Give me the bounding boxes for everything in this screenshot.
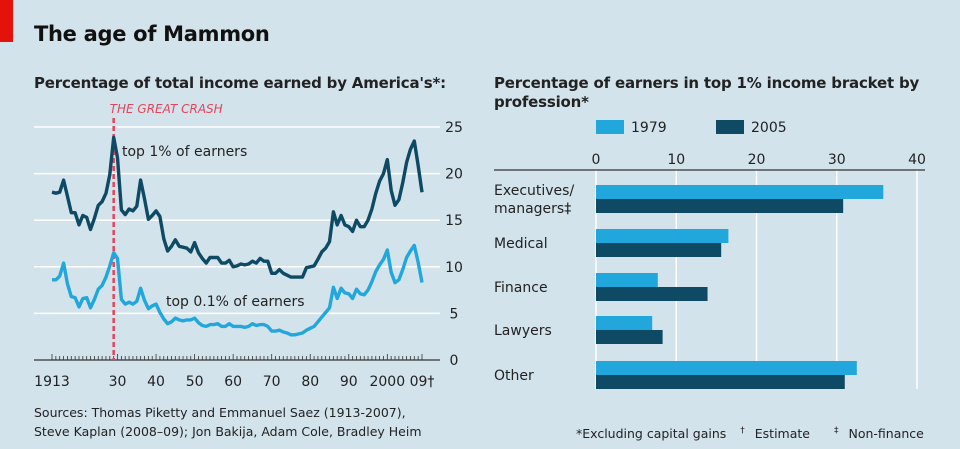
bar-1979-1 <box>596 229 729 243</box>
bar-1979-0 <box>596 185 884 199</box>
double-dagger-mark: ‡ <box>833 426 839 436</box>
x-tick-label: 50 <box>186 374 204 390</box>
category-label: Other <box>494 368 534 384</box>
y-tick-label: 25 <box>445 120 463 136</box>
x-tick-label: 2000 <box>369 374 405 390</box>
x-tick-label: 1913 <box>34 374 70 390</box>
x-tick-label: 40 <box>147 374 165 390</box>
x-tick-label: 10 <box>667 152 685 168</box>
bar-1979-3 <box>596 316 653 330</box>
bar-chart: 1979 2005 0 10 20 30 40 Executives/managers‡ Med… <box>494 120 926 389</box>
footnote-nonfinance: ‡ Non-finance <box>834 426 934 441</box>
bar-2005-2 <box>596 287 708 301</box>
top-1-percent-line <box>51 135 424 279</box>
top-0-1-percent-line <box>52 243 424 337</box>
x-tick-label: 70 <box>263 374 281 390</box>
bar-2005-4 <box>596 375 845 389</box>
category-label-line2: managers‡ <box>494 201 571 217</box>
great-crash-label: THE GREAT CRASH <box>110 102 223 116</box>
legend-swatch-1979 <box>596 120 624 134</box>
x-tick-label: 09† <box>410 374 435 390</box>
sources-line-2: Steve Kaplan (2008–09); Jon Bakija, Adam… <box>34 424 422 439</box>
dagger-mark: † <box>740 426 745 436</box>
line-chart: 0 5 10 15 20 25 1913 30 40 50 60 70 80 90 2000 09† THE G… <box>34 102 463 390</box>
line-chart-title: Percentage of total income earned by Ame… <box>34 74 446 92</box>
y-tick-label: 10 <box>445 260 463 276</box>
footnote-excluding-capital-gains: *Excluding capital gains <box>576 426 727 441</box>
bar-2005-1 <box>596 243 722 257</box>
bar-1979-2 <box>596 273 658 287</box>
top-1-percent-label: top 1% of earners <box>122 144 247 160</box>
footnote-estimate: † Estimate <box>740 426 820 441</box>
x-tick-label: 0 <box>592 152 601 168</box>
x-tick-label: 60 <box>224 374 242 390</box>
top-0-1-percent-label: top 0.1% of earners <box>166 294 305 310</box>
x-tick-label: 20 <box>748 152 766 168</box>
x-tick-label: 40 <box>908 152 926 168</box>
footnotes: *Excluding capital gains † Estimate ‡ Non-… <box>576 422 944 443</box>
legend-label-1979: 1979 <box>631 120 667 136</box>
bar-chart-title: Percentage of earners in top 1% income b… <box>494 74 920 111</box>
category-label: Finance <box>494 280 548 296</box>
legend-label-2005: 2005 <box>751 120 787 136</box>
page-title: The age of Mammon <box>34 22 270 46</box>
brand-red-tag <box>0 0 13 42</box>
category-label: Lawyers <box>494 323 552 339</box>
bar-2005-0 <box>596 199 844 213</box>
category-label: Medical <box>494 236 548 252</box>
y-tick-label: 15 <box>445 213 463 229</box>
footnote-estimate-text: Estimate <box>754 426 810 441</box>
y-tick-label: 0 <box>450 353 459 369</box>
x-tick-label: 30 <box>828 152 846 168</box>
legend-swatch-2005 <box>716 120 744 134</box>
x-tick-label: 90 <box>340 374 358 390</box>
y-tick-label: 20 <box>445 167 463 183</box>
bar-2005-3 <box>596 330 663 344</box>
category-label-line1: Executives/ <box>494 183 574 199</box>
sources-line-1: Sources: Thomas Piketty and Emmanuel Sae… <box>34 405 406 420</box>
y-tick-label: 5 <box>450 306 459 322</box>
footnote-nonfinance-text: Non-finance <box>848 426 924 441</box>
x-tick-label: 80 <box>301 374 319 390</box>
sources-note: Sources: Thomas Piketty and Emmanuel Sae… <box>34 403 474 441</box>
x-tick-label: 30 <box>109 374 127 390</box>
bar-1979-4 <box>596 361 857 375</box>
